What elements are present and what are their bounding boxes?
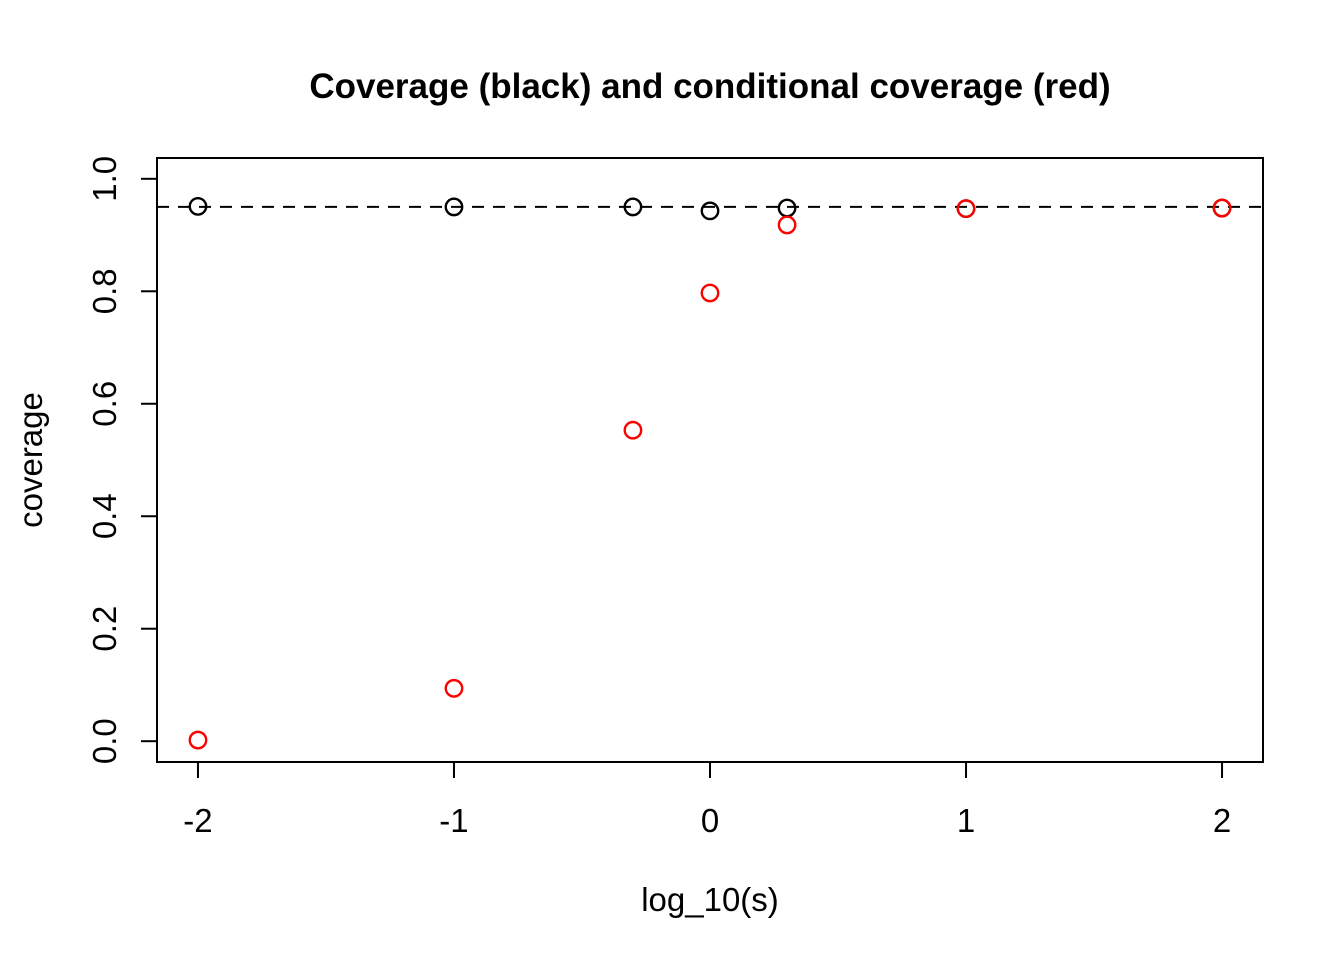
data-point-conditional-coverage-red <box>1212 198 1232 218</box>
data-point-conditional-coverage-red <box>188 730 208 750</box>
data-point-coverage-black <box>777 198 797 218</box>
data-point-conditional-coverage-red <box>444 678 464 698</box>
x-tick-label: -2 <box>183 802 212 839</box>
plot-box <box>156 157 1264 763</box>
data-point-conditional-coverage-red <box>623 420 643 440</box>
data-point-conditional-coverage-red <box>777 215 797 235</box>
y-tick-label: 0.6 <box>86 381 123 427</box>
y-tick-label: 0.8 <box>86 268 123 314</box>
x-tick-label: 2 <box>1213 802 1231 839</box>
y-tick-label: 0.4 <box>86 493 123 539</box>
y-tick-label: 0.2 <box>86 606 123 652</box>
chart-title: Coverage (black) and conditional coverag… <box>309 67 1111 106</box>
data-point-coverage-black <box>444 197 464 217</box>
y-tick-label: 0.0 <box>86 718 123 764</box>
data-point-coverage-black <box>188 196 208 216</box>
data-point-coverage-black <box>623 197 643 217</box>
y-tick-label: 1.0 <box>86 156 123 202</box>
x-tick-label: 0 <box>701 802 719 839</box>
data-point-coverage-black <box>700 201 720 221</box>
x-tick-label: -1 <box>439 802 468 839</box>
x-axis-label: log_10(s) <box>641 881 779 918</box>
x-tick-label: 1 <box>957 802 975 839</box>
data-point-conditional-coverage-red <box>956 199 976 219</box>
data-point-conditional-coverage-red <box>700 283 720 303</box>
